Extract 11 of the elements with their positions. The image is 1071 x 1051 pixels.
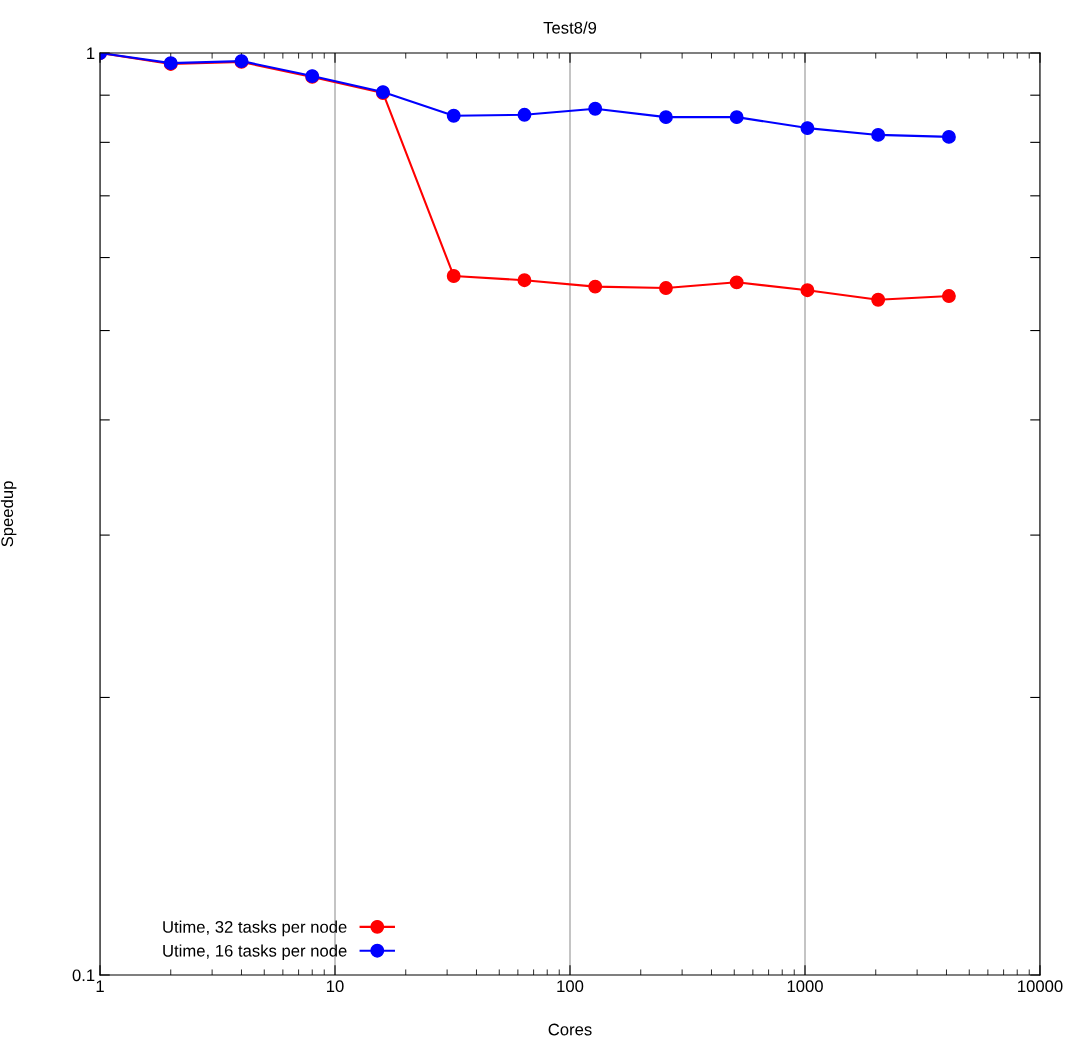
legend-label: Utime, 16 tasks per node [163, 944, 347, 960]
x-tick-label: 1000 [787, 980, 823, 993]
y-axis-title: Speedup [0, 481, 17, 547]
x-tick-label: 1 [96, 980, 104, 992]
chart-title: Test8/9 [543, 21, 597, 34]
x-tick-label: 10000 [1018, 980, 1063, 993]
y-tick-label: 0.1 [72, 969, 95, 982]
x-tick-label: 10 [327, 980, 344, 993]
legend-label: Utime, 32 tasks per node [163, 920, 347, 937]
x-tick-label: 100 [557, 980, 584, 993]
x-axis-title: Cores [548, 1023, 592, 1036]
